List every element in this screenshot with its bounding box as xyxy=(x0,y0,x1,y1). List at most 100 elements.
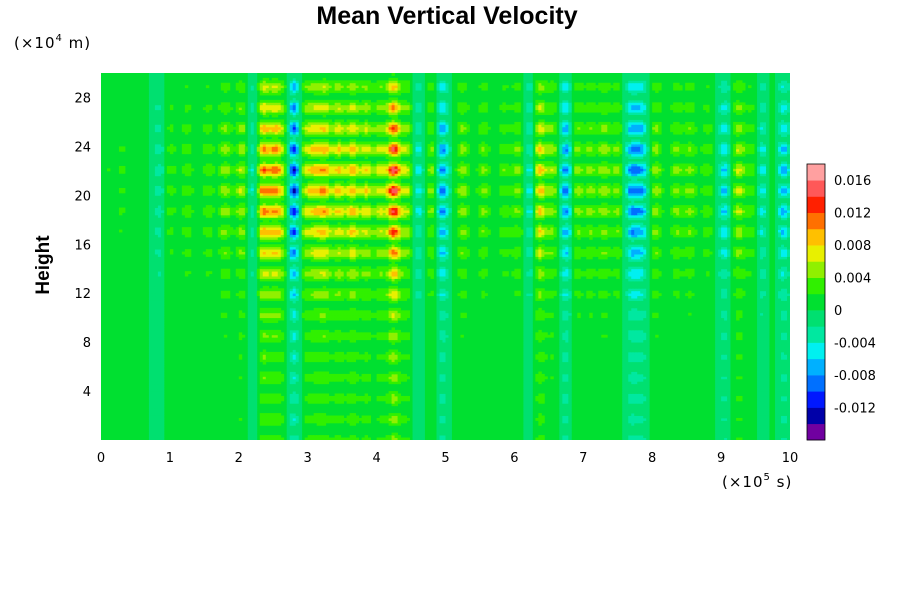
heatmap-cell xyxy=(364,298,369,301)
heatmap-cell xyxy=(562,317,566,321)
heatmap-cell xyxy=(394,288,398,292)
heatmap-cell xyxy=(151,283,156,287)
heatmap-cell xyxy=(421,349,425,353)
heatmap-cell xyxy=(763,378,767,382)
heatmap-cell xyxy=(154,307,159,311)
heatmap-cell xyxy=(286,298,291,301)
heatmap-cell xyxy=(763,342,767,345)
heatmap-cell xyxy=(529,332,533,336)
heatmap-cell xyxy=(460,315,464,319)
heatmap-cell xyxy=(298,371,303,375)
heatmap-cell xyxy=(739,295,743,299)
heatmap-cell xyxy=(715,381,719,385)
heatmap-cell xyxy=(775,344,779,348)
heatmap-cell xyxy=(448,339,452,343)
heatmap-cell xyxy=(412,339,416,343)
heatmap-cell xyxy=(352,359,357,363)
heatmap-cell xyxy=(259,334,264,338)
heatmap-cell xyxy=(724,334,728,338)
heatmap-cell xyxy=(643,386,647,390)
heatmap-cell xyxy=(538,307,542,311)
heatmap-cell xyxy=(562,378,566,382)
heatmap-cell xyxy=(154,337,159,341)
heatmap-cell xyxy=(781,351,785,355)
heatmap-cell xyxy=(724,356,728,360)
heatmap-cell xyxy=(727,388,731,392)
heatmap-cell xyxy=(568,283,572,287)
heatmap-cell xyxy=(559,312,563,316)
heatmap-cell xyxy=(151,373,156,377)
heatmap-cell xyxy=(445,383,449,387)
heatmap-cell xyxy=(781,430,785,434)
heatmap-cell xyxy=(757,351,761,355)
heatmap-cell xyxy=(292,366,297,370)
heatmap-cell xyxy=(643,388,647,392)
heatmap-cell xyxy=(298,432,303,436)
heatmap-cell xyxy=(766,400,770,404)
heatmap-cell xyxy=(541,334,545,338)
heatmap-cell xyxy=(160,290,165,294)
heatmap-cell xyxy=(250,320,255,323)
heatmap-cell xyxy=(286,300,291,304)
heatmap-cell xyxy=(523,376,527,380)
heatmap-cell xyxy=(415,427,419,431)
heatmap-cell xyxy=(442,315,446,319)
heatmap-cell xyxy=(526,278,530,282)
heatmap-cell xyxy=(715,386,719,390)
heatmap-cell xyxy=(724,413,728,416)
heatmap-cell xyxy=(760,354,764,358)
heatmap-cell xyxy=(715,278,719,282)
heatmap-cell xyxy=(778,312,782,316)
heatmap-cell xyxy=(262,290,267,294)
heatmap-cell xyxy=(562,393,566,397)
heatmap-cell xyxy=(625,339,629,343)
heatmap-cell xyxy=(439,285,443,289)
heatmap-cell xyxy=(526,342,530,345)
heatmap-cell xyxy=(259,371,264,375)
heatmap-cell xyxy=(634,417,638,421)
heatmap-cell xyxy=(562,432,566,436)
heatmap-cell xyxy=(307,290,312,294)
heatmap-cell xyxy=(739,293,743,297)
heatmap-cell xyxy=(352,329,357,333)
heatmap-cell xyxy=(781,356,785,360)
heatmap-cell xyxy=(442,295,446,299)
heatmap-cell xyxy=(328,395,333,399)
heatmap-cell xyxy=(439,295,443,299)
heatmap-cell xyxy=(160,417,165,421)
heatmap-cell xyxy=(775,430,779,434)
heatmap-cell xyxy=(721,332,725,336)
heatmap-cell xyxy=(379,312,383,316)
heatmap-cell xyxy=(286,410,291,414)
heatmap-cell xyxy=(436,337,440,341)
heatmap-cell xyxy=(721,293,725,297)
heatmap-cell xyxy=(766,376,770,380)
heatmap-cell xyxy=(154,290,159,294)
heatmap-cell xyxy=(412,356,416,360)
heatmap-cell xyxy=(160,430,165,434)
heatmap-cell xyxy=(160,378,165,382)
heatmap-cell xyxy=(445,283,449,287)
heatmap-cell xyxy=(418,400,422,404)
heatmap-cell xyxy=(346,293,351,297)
heatmap-cell xyxy=(268,435,273,438)
heatmap-cell xyxy=(646,337,650,341)
heatmap-cell xyxy=(238,337,243,341)
heatmap-cell xyxy=(247,351,252,355)
heatmap-cell xyxy=(562,305,566,309)
heatmap-cell xyxy=(292,295,297,299)
heatmap-cell xyxy=(277,329,282,333)
heatmap-cell xyxy=(760,347,764,350)
heatmap-cell xyxy=(622,354,626,358)
heatmap-cell xyxy=(448,427,452,431)
heatmap-cell xyxy=(292,354,297,358)
heatmap-cell xyxy=(394,361,398,365)
heatmap-cell xyxy=(289,373,294,377)
heatmap-cell xyxy=(385,290,389,294)
heatmap-cell xyxy=(436,339,440,343)
heatmap-cell xyxy=(271,422,276,426)
heatmap-cell xyxy=(151,285,156,289)
heatmap-cell xyxy=(523,430,527,434)
heatmap-cell xyxy=(307,315,312,319)
heatmap-cell xyxy=(316,295,321,299)
